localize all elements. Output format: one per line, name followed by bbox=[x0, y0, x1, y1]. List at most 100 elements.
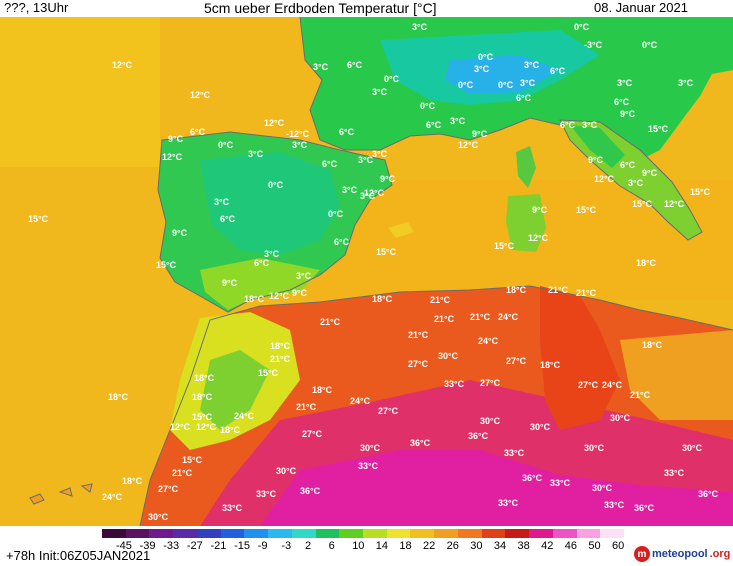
temp-label: 18°C bbox=[192, 392, 213, 402]
temp-label: 30°C bbox=[530, 422, 551, 432]
legend-tick: 46 bbox=[564, 540, 577, 552]
temp-label: 33°C bbox=[222, 503, 243, 513]
legend-tick: 34 bbox=[493, 540, 507, 552]
legend-tick: 26 bbox=[446, 540, 459, 552]
coastline-italy bbox=[559, 119, 703, 241]
temp-label: 3°C bbox=[214, 197, 230, 207]
brand-logo[interactable]: m meteopool .org bbox=[634, 546, 730, 562]
temp-label: 9°C bbox=[642, 168, 658, 178]
temp-label: 33°C bbox=[358, 461, 379, 471]
temp-label: 3°C bbox=[617, 78, 633, 88]
temp-label: 18°C bbox=[194, 373, 215, 383]
legend-tick: -3 bbox=[281, 540, 292, 552]
temp-label: 27°C bbox=[578, 380, 599, 390]
temp-label: 15°C bbox=[494, 241, 515, 251]
temp-label: 6°C bbox=[516, 93, 532, 103]
temp-label: 27°C bbox=[378, 406, 399, 416]
temp-label: 3°C bbox=[360, 191, 376, 201]
temp-label: -3°C bbox=[584, 40, 603, 50]
temp-label: 33°C bbox=[604, 500, 625, 510]
temp-label: 30°C bbox=[438, 351, 459, 361]
legend-tick: 42 bbox=[541, 540, 554, 552]
temp-label: 15°C bbox=[182, 455, 203, 465]
temp-label: 33°C bbox=[664, 468, 685, 478]
temp-label: 12°C bbox=[364, 188, 385, 198]
legend-swatch bbox=[149, 529, 174, 538]
temp-label: 0°C bbox=[478, 52, 494, 62]
temp-label: 6°C bbox=[254, 258, 270, 268]
temp-label: 3°C bbox=[296, 271, 312, 281]
atlantic-warm bbox=[0, 17, 160, 167]
temp-label: 0°C bbox=[218, 140, 234, 150]
legend-tick: 10 bbox=[352, 540, 365, 552]
temp-label: 15°C bbox=[376, 247, 397, 257]
temp-label: 3°C bbox=[372, 149, 388, 159]
corsica-island bbox=[516, 146, 536, 188]
temp-label: 18°C bbox=[642, 340, 663, 350]
legend-swatch bbox=[220, 529, 245, 538]
legend-tick: -9 bbox=[257, 540, 268, 552]
temp-label: 9°C bbox=[472, 129, 488, 139]
temp-label: 12°C bbox=[664, 199, 685, 209]
temp-label: 15°C bbox=[28, 214, 49, 224]
temp-label: 3°C bbox=[248, 149, 264, 159]
legend-tick: -39 bbox=[139, 540, 156, 552]
temp-label: 9°C bbox=[168, 134, 184, 144]
legend-swatch bbox=[481, 529, 506, 538]
temp-label: 0°C bbox=[498, 80, 514, 90]
forecast-info: +78h Init:06Z05JAN2021 bbox=[6, 548, 151, 563]
temp-label: 21°C bbox=[430, 295, 451, 305]
legend-swatch bbox=[315, 529, 340, 538]
temp-label: 18°C bbox=[636, 258, 657, 268]
temp-label: 3°C bbox=[678, 78, 694, 88]
temp-label: 15°C bbox=[690, 187, 711, 197]
temp-label: 21°C bbox=[320, 317, 341, 327]
legend-swatch bbox=[410, 529, 435, 538]
brand-tld: .org bbox=[709, 548, 731, 560]
legend-swatch bbox=[600, 529, 625, 538]
temp-label: 12°C bbox=[196, 422, 217, 432]
temp-label: 18°C bbox=[540, 360, 561, 370]
tunisia-east bbox=[540, 286, 620, 430]
temp-label: 36°C bbox=[468, 431, 489, 441]
temp-label: 15°C bbox=[258, 368, 279, 378]
legend-swatch bbox=[291, 529, 316, 538]
temp-label: 3°C bbox=[520, 78, 536, 88]
temp-label: 24°C bbox=[102, 492, 123, 502]
temp-label: 18°C bbox=[220, 425, 241, 435]
legend-tick: 60 bbox=[612, 540, 625, 552]
legend-tick: 18 bbox=[399, 540, 412, 552]
temp-label: 24°C bbox=[350, 396, 371, 406]
temp-label: 24°C bbox=[478, 336, 499, 346]
temp-label: 18°C bbox=[270, 341, 291, 351]
temp-label: 12°C bbox=[112, 60, 133, 70]
italy-cold bbox=[570, 125, 625, 168]
temp-label: 12°C bbox=[170, 422, 191, 432]
temp-label: 3°C bbox=[342, 185, 358, 195]
temp-label: 15°C bbox=[632, 199, 653, 209]
temp-label: 6°C bbox=[339, 127, 355, 137]
legend-tick: -15 bbox=[234, 540, 250, 552]
temp-label: 21°C bbox=[470, 312, 491, 322]
temp-label: 12°C bbox=[264, 118, 285, 128]
coastline-france bbox=[299, 17, 561, 151]
legend-swatch bbox=[244, 529, 269, 538]
temp-label: 21°C bbox=[296, 402, 317, 412]
sardinia-island bbox=[506, 194, 546, 252]
legend-tick: -33 bbox=[163, 540, 180, 552]
legend-tick: 2 bbox=[304, 540, 312, 552]
temp-label: 0°C bbox=[574, 22, 590, 32]
temp-label: 12°C bbox=[528, 233, 549, 243]
temp-label: 33°C bbox=[550, 478, 571, 488]
date-label: 08. Januar 2021 bbox=[594, 0, 688, 15]
temp-label: 12°C bbox=[190, 90, 211, 100]
legend-tick: -27 bbox=[186, 540, 203, 552]
legend-swatch bbox=[505, 529, 530, 538]
map-title: 5cm ueber Erdboden Temperatur [°C] bbox=[204, 0, 437, 16]
temp-label: 21°C bbox=[434, 314, 455, 324]
temp-label: 15°C bbox=[648, 124, 669, 134]
temp-label: 6°C bbox=[426, 120, 442, 130]
temp-label: 27°C bbox=[408, 359, 429, 369]
temp-label: 21°C bbox=[576, 288, 597, 298]
meteopool-logo-icon: m bbox=[634, 546, 650, 562]
